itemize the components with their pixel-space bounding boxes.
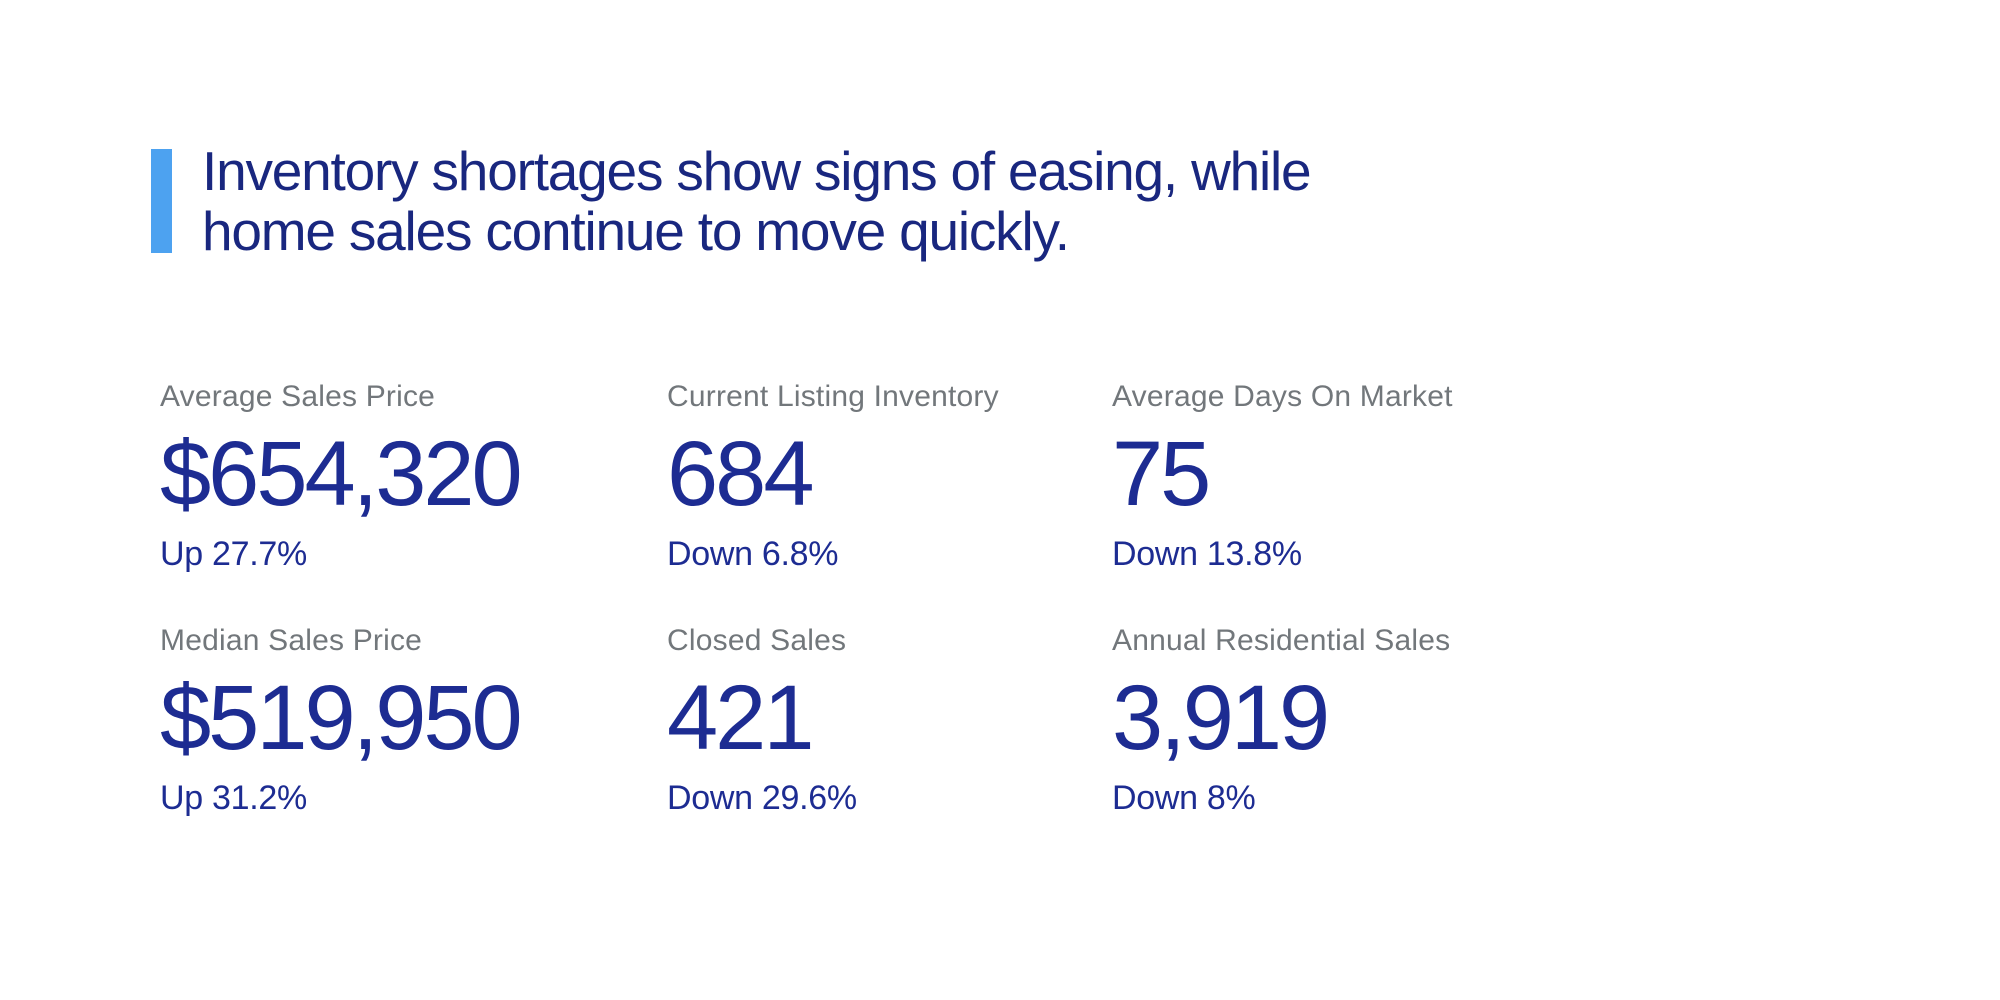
stat-label: Annual Residential Sales — [1112, 624, 1451, 657]
stat-delta: Up 27.7% — [160, 535, 307, 573]
stat-delta: Down 8% — [1112, 779, 1256, 817]
stat-delta: Down 29.6% — [667, 779, 857, 817]
stat-value: $519,950 — [160, 667, 523, 769]
stat-average-sales-price: Average Sales Price $654,320 Up 27.7% — [160, 380, 667, 573]
stat-value: 684 — [667, 423, 815, 525]
stat-label: Closed Sales — [667, 624, 847, 657]
stat-label: Median Sales Price — [160, 624, 423, 657]
stat-median-sales-price: Median Sales Price $519,950 Up 31.2% — [160, 624, 667, 817]
headline-line-1: Inventory shortages show signs of easing… — [202, 140, 1312, 202]
stat-delta: Up 31.2% — [160, 779, 307, 817]
stat-average-days-on-market: Average Days On Market 75 Down 13.8% — [1112, 380, 1812, 573]
stats-grid: Average Sales Price $654,320 Up 27.7% Cu… — [160, 380, 1812, 817]
stat-closed-sales: Closed Sales 421 Down 29.6% — [667, 624, 1112, 817]
stat-value: 3,919 — [1112, 667, 1330, 769]
stat-annual-residential-sales: Annual Residential Sales 3,919 Down 8% — [1112, 624, 1812, 817]
stat-label: Average Days On Market — [1112, 380, 1453, 413]
headline-block: Inventory shortages show signs of easing… — [151, 141, 1312, 261]
stat-value: $654,320 — [160, 423, 523, 525]
stat-current-listing-inventory: Current Listing Inventory 684 Down 6.8% — [667, 380, 1112, 573]
headline-text: Inventory shortages show signs of easing… — [202, 140, 1312, 262]
stat-delta: Down 13.8% — [1112, 535, 1302, 573]
headline-line-2: home sales continue to move quickly. — [202, 200, 1070, 262]
stat-label: Current Listing Inventory — [667, 380, 999, 413]
stat-label: Average Sales Price — [160, 380, 436, 413]
stat-value: 75 — [1112, 423, 1211, 525]
headline-accent-bar — [151, 149, 172, 253]
stat-delta: Down 6.8% — [667, 535, 839, 573]
stat-value: 421 — [667, 667, 815, 769]
